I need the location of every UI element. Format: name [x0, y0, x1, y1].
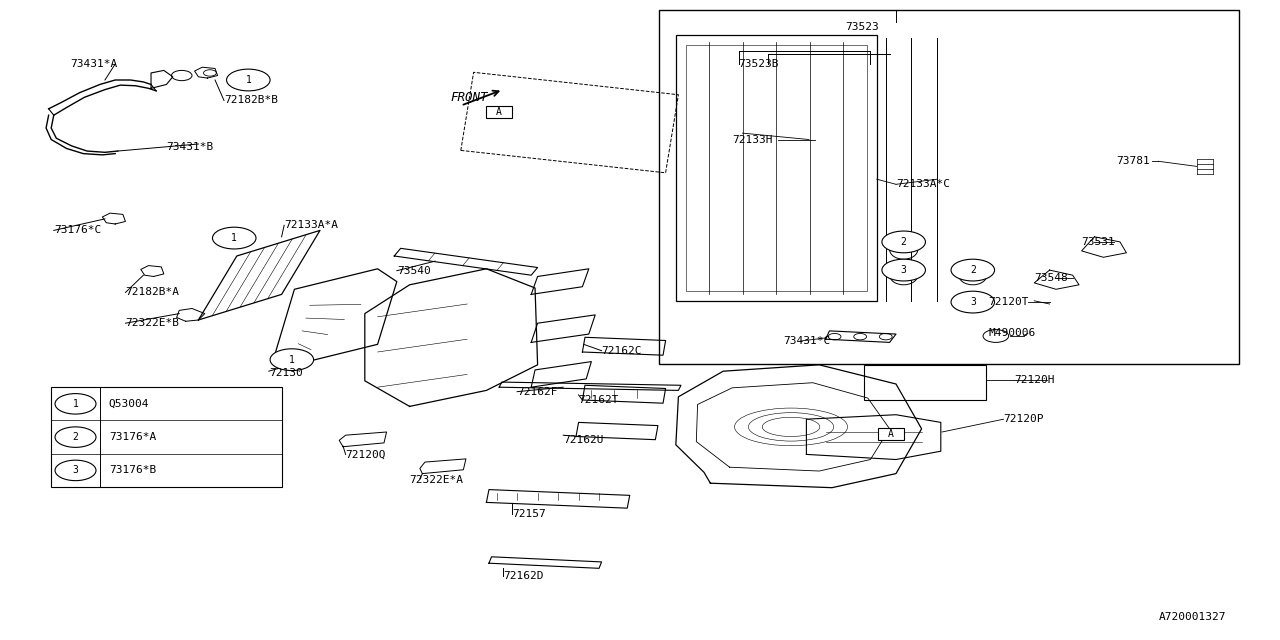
- Text: 73531: 73531: [1082, 237, 1115, 247]
- Text: 72133H: 72133H: [732, 134, 773, 145]
- Circle shape: [882, 259, 925, 281]
- Text: 73431*A: 73431*A: [70, 59, 118, 69]
- Text: 72322E*A: 72322E*A: [410, 475, 463, 485]
- Text: A: A: [888, 429, 893, 439]
- Text: 2: 2: [73, 432, 78, 442]
- Text: 3: 3: [73, 465, 78, 476]
- Text: FRONT: FRONT: [451, 92, 488, 104]
- Bar: [878, 428, 904, 440]
- Text: 1: 1: [289, 355, 294, 365]
- Text: 2: 2: [901, 237, 906, 247]
- Text: 72182B*A: 72182B*A: [125, 287, 179, 298]
- Text: 72133A*C: 72133A*C: [896, 179, 950, 189]
- Text: 73431*C: 73431*C: [783, 336, 831, 346]
- Circle shape: [951, 291, 995, 313]
- Text: 73523B: 73523B: [739, 59, 780, 69]
- Text: 3: 3: [970, 297, 975, 307]
- Text: 72120Q: 72120Q: [346, 449, 387, 460]
- Text: 72162D: 72162D: [503, 571, 544, 581]
- Text: 72120T: 72120T: [988, 297, 1029, 307]
- Text: 72162U: 72162U: [563, 435, 604, 445]
- Text: 73540: 73540: [397, 266, 430, 276]
- Text: Q53004: Q53004: [109, 399, 150, 409]
- Text: 73781: 73781: [1116, 156, 1149, 166]
- Text: 72162T: 72162T: [579, 395, 620, 405]
- Text: 72162C: 72162C: [602, 346, 643, 356]
- Bar: [686, 45, 867, 291]
- Text: 73176*B: 73176*B: [109, 465, 156, 476]
- Text: A720001327: A720001327: [1158, 612, 1226, 622]
- Text: M490006: M490006: [988, 328, 1036, 339]
- Text: 72130: 72130: [269, 368, 302, 378]
- Circle shape: [882, 231, 925, 253]
- Text: 72120P: 72120P: [1004, 414, 1044, 424]
- Text: 73548: 73548: [1034, 273, 1068, 283]
- Text: 73176*A: 73176*A: [109, 432, 156, 442]
- Circle shape: [227, 69, 270, 91]
- Text: 72162F: 72162F: [517, 387, 558, 397]
- Bar: [659, 10, 1239, 364]
- Text: 1: 1: [232, 233, 237, 243]
- Bar: [864, 365, 986, 400]
- Bar: [51, 387, 282, 487]
- Text: 72182B*B: 72182B*B: [224, 95, 278, 106]
- Bar: [486, 106, 512, 118]
- Text: 72120H: 72120H: [1014, 374, 1055, 385]
- Text: 73176*C: 73176*C: [54, 225, 101, 236]
- Bar: [676, 35, 877, 301]
- Text: 1: 1: [246, 75, 251, 85]
- Circle shape: [270, 349, 314, 371]
- Text: 72157: 72157: [512, 509, 545, 519]
- Text: 3: 3: [901, 265, 906, 275]
- Text: 72133A*A: 72133A*A: [284, 220, 338, 230]
- Text: 73431*B: 73431*B: [166, 142, 214, 152]
- Text: 1: 1: [73, 399, 78, 409]
- Text: 2: 2: [970, 265, 975, 275]
- Circle shape: [55, 427, 96, 447]
- Circle shape: [55, 460, 96, 481]
- Text: A: A: [497, 107, 502, 117]
- Circle shape: [55, 394, 96, 414]
- Text: 72322E*B: 72322E*B: [125, 318, 179, 328]
- Text: 73523: 73523: [845, 22, 878, 32]
- Circle shape: [212, 227, 256, 249]
- Circle shape: [951, 259, 995, 281]
